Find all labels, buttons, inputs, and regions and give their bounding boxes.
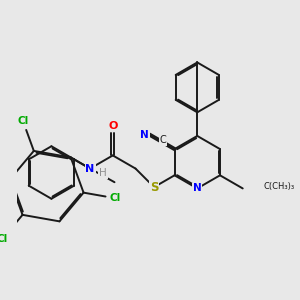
Text: Cl: Cl <box>17 116 28 126</box>
Text: O: O <box>108 121 118 130</box>
Text: H: H <box>99 168 107 178</box>
Text: N: N <box>193 183 202 194</box>
Text: N: N <box>85 164 95 174</box>
Text: N: N <box>140 130 149 140</box>
Text: C(CH₃)₃: C(CH₃)₃ <box>263 182 295 191</box>
Text: Cl: Cl <box>0 234 8 244</box>
Text: C: C <box>160 135 167 145</box>
Text: Cl: Cl <box>109 193 120 203</box>
Text: S: S <box>150 181 158 194</box>
